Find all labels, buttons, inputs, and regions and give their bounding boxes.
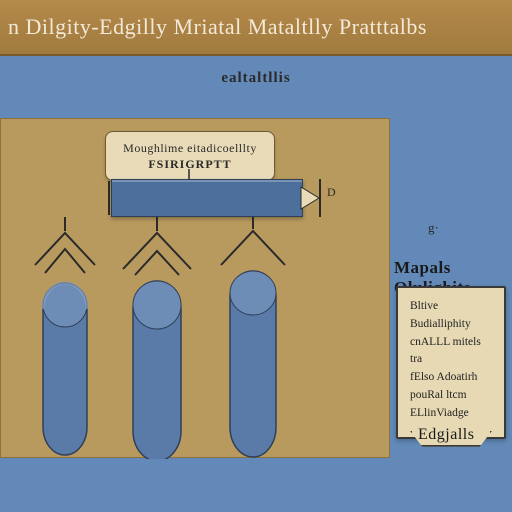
page-title: n Dilgity-Edgilly Mriatal Mataltlly Prat… xyxy=(8,14,427,40)
capsule-3 xyxy=(230,271,276,457)
diagram-svg xyxy=(1,119,391,459)
side-box: Bltive Budialliphity cnALLL mitels tra f… xyxy=(396,286,506,439)
caret-1 xyxy=(35,217,95,273)
side-line-3: fElso Adoatirh xyxy=(410,369,492,387)
caret-3 xyxy=(221,217,285,265)
caret-2 xyxy=(123,217,191,275)
side-line-4: pouRal ltcm xyxy=(410,387,492,405)
diagram-panel: Moughlime eitadicoelllty FSIRIGRPTT D xyxy=(0,118,390,458)
g-label: g· xyxy=(428,220,439,236)
arrow-icon xyxy=(301,187,319,209)
bottom-label: Edgjalls xyxy=(418,426,474,444)
side-line-2: cnALLL mitels tra xyxy=(410,334,492,370)
capsule-1 xyxy=(43,283,87,455)
side-line-5: ELlinViadge xyxy=(410,405,492,423)
side-line-1: Bltive Budialliphity xyxy=(410,298,492,334)
capsule-2 xyxy=(133,281,181,459)
title-bar: n Dilgity-Edgilly Mriatal Mataltlly Prat… xyxy=(0,0,512,56)
subtitle: ealtaltllis xyxy=(0,70,512,87)
